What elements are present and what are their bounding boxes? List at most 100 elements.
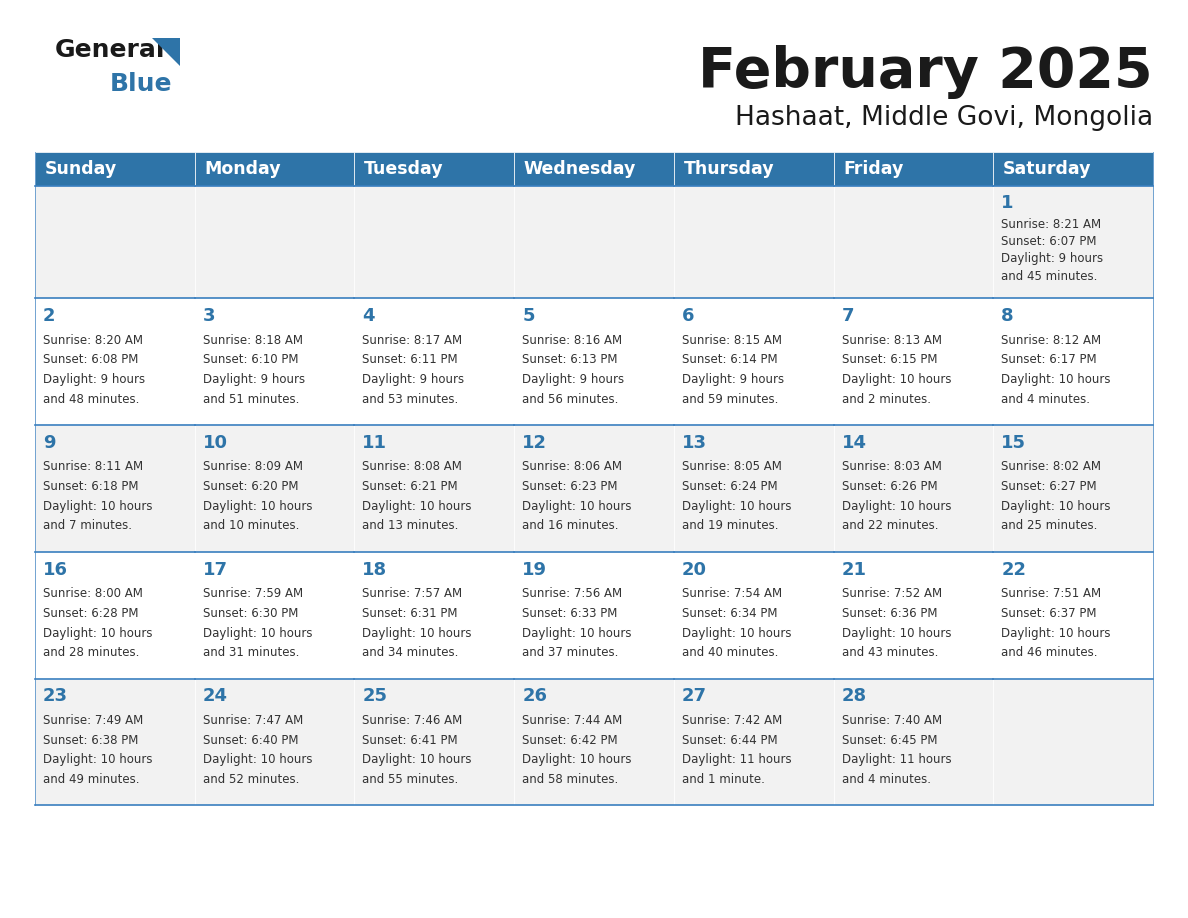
Text: Sunrise: 7:40 AM: Sunrise: 7:40 AM (841, 714, 942, 727)
Bar (354, 678, 514, 805)
Bar (674, 552, 834, 678)
Text: General: General (55, 38, 165, 62)
Bar (993, 678, 1154, 805)
Text: Sunrise: 8:00 AM: Sunrise: 8:00 AM (43, 588, 143, 600)
Text: Sunrise: 8:17 AM: Sunrise: 8:17 AM (362, 334, 462, 347)
Text: Sunset: 6:26 PM: Sunset: 6:26 PM (841, 480, 937, 493)
Bar (834, 298, 993, 425)
Text: Sunrise: 8:08 AM: Sunrise: 8:08 AM (362, 461, 462, 474)
Text: Sunset: 6:17 PM: Sunset: 6:17 PM (1001, 353, 1097, 366)
Text: Sunrise: 7:56 AM: Sunrise: 7:56 AM (523, 588, 623, 600)
Bar (834, 425, 993, 552)
Text: 1: 1 (1001, 194, 1013, 212)
Text: and 52 minutes.: and 52 minutes. (203, 773, 299, 786)
Text: Sunrise: 8:03 AM: Sunrise: 8:03 AM (841, 461, 941, 474)
Text: Daylight: 10 hours: Daylight: 10 hours (203, 499, 312, 513)
Text: and 1 minute.: and 1 minute. (682, 773, 765, 786)
Text: Sunset: 6:42 PM: Sunset: 6:42 PM (523, 733, 618, 746)
Text: and 2 minutes.: and 2 minutes. (841, 393, 930, 406)
Text: Sunrise: 7:44 AM: Sunrise: 7:44 AM (523, 714, 623, 727)
Text: Sunrise: 8:16 AM: Sunrise: 8:16 AM (523, 334, 623, 347)
Text: 16: 16 (43, 561, 68, 578)
Text: 14: 14 (841, 434, 866, 452)
Text: 2: 2 (43, 308, 56, 325)
Text: and 22 minutes.: and 22 minutes. (841, 520, 939, 532)
Text: Sunrise: 7:49 AM: Sunrise: 7:49 AM (43, 714, 144, 727)
Text: and 10 minutes.: and 10 minutes. (203, 520, 299, 532)
Text: and 13 minutes.: and 13 minutes. (362, 520, 459, 532)
Text: Sunset: 6:13 PM: Sunset: 6:13 PM (523, 353, 618, 366)
Bar (34, 678, 195, 805)
Text: Daylight: 11 hours: Daylight: 11 hours (841, 754, 952, 767)
Text: Blue: Blue (110, 72, 172, 96)
Text: 20: 20 (682, 561, 707, 578)
Text: Sunset: 6:21 PM: Sunset: 6:21 PM (362, 480, 459, 493)
Text: Sunset: 6:31 PM: Sunset: 6:31 PM (362, 607, 457, 620)
Text: 22: 22 (1001, 561, 1026, 578)
Bar (354, 298, 514, 425)
Text: and 34 minutes.: and 34 minutes. (362, 646, 459, 659)
Text: and 55 minutes.: and 55 minutes. (362, 773, 459, 786)
Text: Daylight: 10 hours: Daylight: 10 hours (682, 626, 791, 640)
Text: Sunrise: 8:13 AM: Sunrise: 8:13 AM (841, 334, 942, 347)
Text: 9: 9 (43, 434, 56, 452)
Text: 24: 24 (203, 688, 228, 705)
Bar (674, 425, 834, 552)
Text: Daylight: 9 hours: Daylight: 9 hours (362, 373, 465, 386)
Text: Sunset: 6:38 PM: Sunset: 6:38 PM (43, 733, 138, 746)
Text: Sunset: 6:10 PM: Sunset: 6:10 PM (203, 353, 298, 366)
Text: Sunset: 6:07 PM: Sunset: 6:07 PM (1001, 235, 1097, 248)
Text: and 48 minutes.: and 48 minutes. (43, 393, 139, 406)
Text: Daylight: 11 hours: Daylight: 11 hours (682, 754, 791, 767)
Text: and 31 minutes.: and 31 minutes. (203, 646, 299, 659)
Text: 12: 12 (523, 434, 548, 452)
Bar (34, 186, 195, 298)
Text: 5: 5 (523, 308, 535, 325)
Bar (354, 552, 514, 678)
Text: Daylight: 9 hours: Daylight: 9 hours (682, 373, 784, 386)
Text: Sunrise: 8:09 AM: Sunrise: 8:09 AM (203, 461, 303, 474)
Text: Hashaat, Middle Govi, Mongolia: Hashaat, Middle Govi, Mongolia (735, 105, 1154, 131)
Bar (514, 552, 674, 678)
Text: Daylight: 10 hours: Daylight: 10 hours (362, 626, 472, 640)
Text: and 45 minutes.: and 45 minutes. (1001, 270, 1098, 283)
Text: 17: 17 (203, 561, 228, 578)
Text: 26: 26 (523, 688, 548, 705)
Text: Monday: Monday (204, 160, 280, 178)
Text: and 40 minutes.: and 40 minutes. (682, 646, 778, 659)
Text: Daylight: 10 hours: Daylight: 10 hours (43, 626, 152, 640)
Text: and 37 minutes.: and 37 minutes. (523, 646, 619, 659)
Text: Daylight: 10 hours: Daylight: 10 hours (841, 626, 952, 640)
Text: Daylight: 10 hours: Daylight: 10 hours (682, 499, 791, 513)
Text: and 4 minutes.: and 4 minutes. (1001, 393, 1091, 406)
Text: Wednesday: Wednesday (524, 160, 636, 178)
Text: and 53 minutes.: and 53 minutes. (362, 393, 459, 406)
Text: Sunset: 6:28 PM: Sunset: 6:28 PM (43, 607, 139, 620)
Text: Sunrise: 8:05 AM: Sunrise: 8:05 AM (682, 461, 782, 474)
Text: Daylight: 10 hours: Daylight: 10 hours (203, 626, 312, 640)
Text: Daylight: 9 hours: Daylight: 9 hours (523, 373, 624, 386)
Bar (993, 425, 1154, 552)
Bar (674, 678, 834, 805)
Text: Sunset: 6:15 PM: Sunset: 6:15 PM (841, 353, 937, 366)
Text: 13: 13 (682, 434, 707, 452)
Bar (514, 425, 674, 552)
Text: Sunrise: 7:46 AM: Sunrise: 7:46 AM (362, 714, 462, 727)
Text: 21: 21 (841, 561, 866, 578)
Text: Sunrise: 8:06 AM: Sunrise: 8:06 AM (523, 461, 623, 474)
Text: Daylight: 10 hours: Daylight: 10 hours (841, 373, 952, 386)
Bar (195, 186, 354, 298)
Text: Sunrise: 7:42 AM: Sunrise: 7:42 AM (682, 714, 782, 727)
Bar (993, 152, 1154, 186)
Text: Sunrise: 8:11 AM: Sunrise: 8:11 AM (43, 461, 143, 474)
Bar (514, 298, 674, 425)
Bar (195, 425, 354, 552)
Text: Sunset: 6:11 PM: Sunset: 6:11 PM (362, 353, 459, 366)
Bar (195, 678, 354, 805)
Bar (514, 678, 674, 805)
Text: Sunset: 6:14 PM: Sunset: 6:14 PM (682, 353, 777, 366)
Text: Sunset: 6:23 PM: Sunset: 6:23 PM (523, 480, 618, 493)
Text: and 59 minutes.: and 59 minutes. (682, 393, 778, 406)
Bar (993, 186, 1154, 298)
Bar (195, 298, 354, 425)
